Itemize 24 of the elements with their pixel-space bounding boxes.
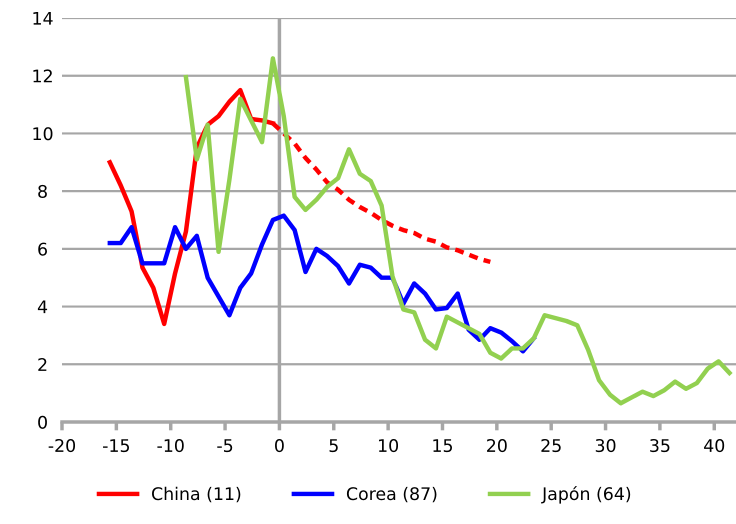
- x-tick-label: 25: [541, 438, 561, 452]
- legend-label: China (11): [152, 486, 240, 502]
- x-tick-label: 0: [275, 438, 284, 452]
- y-tick-label: 12: [33, 69, 52, 82]
- y-tick-label: 8: [38, 184, 47, 198]
- y-tick-label: 6: [38, 242, 47, 256]
- y-tick-label: 4: [38, 300, 48, 314]
- y-tick-label: 2: [38, 358, 46, 371]
- x-tick-label: 5: [330, 439, 338, 452]
- y-tick-label: 14: [33, 12, 53, 25]
- x-tick-label: 15: [433, 439, 452, 452]
- x-tick-label: 30: [596, 438, 616, 452]
- x-tick-label: -5: [217, 439, 232, 452]
- y-tick-label: 10: [33, 127, 52, 140]
- x-tick-label: -15: [103, 439, 130, 452]
- legend-label: Japón (64): [541, 486, 630, 504]
- x-tick-label: 35: [650, 438, 670, 452]
- x-tick-label: -20: [48, 438, 76, 452]
- x-tick-label: -10: [157, 438, 184, 452]
- legend-label: Corea (87): [346, 486, 436, 502]
- y-tick-label: 0: [38, 416, 47, 429]
- x-tick-label: 20: [487, 438, 507, 452]
- x-tick-label: 10: [378, 438, 398, 452]
- x-tick-label: 40: [704, 438, 724, 452]
